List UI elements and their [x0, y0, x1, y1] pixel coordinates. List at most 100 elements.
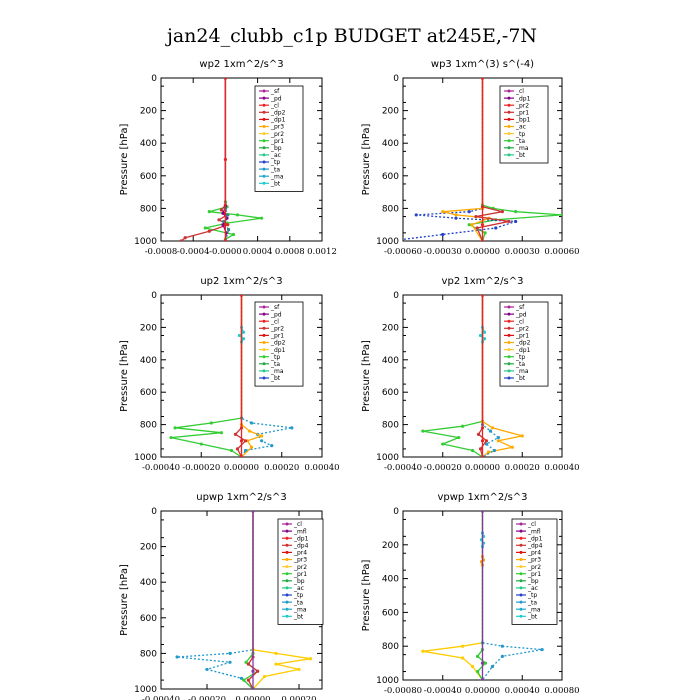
legend-label: _cl	[515, 88, 524, 95]
legend-box	[277, 518, 324, 625]
y-tick-label: 200	[382, 323, 399, 333]
legend-marker	[519, 565, 523, 569]
data-point	[226, 213, 230, 217]
y-tick-label: 400	[382, 575, 399, 585]
data-point	[540, 647, 544, 652]
data-point	[270, 444, 274, 448]
legend-marker	[507, 110, 511, 114]
legend-label: _cl	[515, 318, 524, 325]
data-point	[496, 435, 500, 440]
legend-label: _bt	[270, 375, 281, 382]
data-point	[173, 426, 177, 430]
x-tick-label: -0.00040	[384, 463, 422, 473]
legend-label: _ma	[515, 368, 529, 375]
data-point	[217, 218, 221, 222]
data-point	[500, 644, 504, 648]
legend-marker	[285, 558, 289, 561]
legend-marker	[262, 305, 266, 309]
legend: _sf_pd_cl_dp2_dp1_pr3_pr2_pr1_bp_ac_tp_t…	[254, 85, 304, 192]
data-point	[441, 232, 445, 237]
data-point	[514, 210, 518, 214]
y-tick-label: 1000	[376, 676, 399, 686]
legend-label: _bp	[527, 578, 539, 585]
series-line-tp	[481, 295, 500, 457]
x-tick-label: 0.00000	[224, 463, 259, 473]
plot-frame	[160, 77, 323, 242]
legend-marker	[262, 326, 266, 330]
legend-marker	[519, 550, 523, 554]
y-tick-label: 600	[140, 172, 157, 182]
data-point	[203, 226, 207, 230]
x-tick-label: -0.0000	[209, 247, 242, 257]
legend-box	[254, 301, 304, 387]
legend-label: _ma	[270, 173, 284, 180]
series-group	[179, 78, 264, 241]
legend-label: _ta	[293, 599, 303, 606]
legend-box	[499, 301, 549, 387]
y-tick-label: 800	[382, 421, 399, 431]
legend-marker	[507, 355, 511, 359]
data-point	[467, 223, 471, 227]
legend-label: _tp	[527, 592, 537, 599]
chart-title: up2 1xm^2/s^3	[200, 276, 282, 287]
x-tick-label: 0.00000	[465, 686, 500, 696]
chart-panel-4: vp2 1xm^2/s^3 Pressure [hPa] 0 200 400 600 800…	[361, 276, 580, 473]
x-tick-label: 0.00040	[544, 463, 579, 473]
legend-label: _pr1	[515, 333, 529, 340]
data-point	[500, 210, 504, 214]
legend-label: _ma	[270, 368, 284, 375]
legend-label: _dp1	[270, 117, 286, 124]
y-tick-label: 600	[382, 388, 399, 398]
data-point	[475, 654, 480, 658]
data-point	[480, 661, 485, 665]
legend: _cl_dp1_pr2_pr1_bp1_ac_tp_ta_ma_bt	[499, 85, 549, 164]
legend-marker	[507, 132, 511, 136]
data-point	[229, 448, 234, 453]
legend-marker	[507, 146, 511, 150]
data-point	[480, 295, 485, 297]
x-tick-label: -0.00040	[142, 695, 180, 700]
legend-marker	[507, 369, 511, 373]
legend-label: _ac	[293, 585, 304, 592]
legend-marker	[262, 333, 266, 337]
legend-marker	[262, 341, 266, 344]
x-tick-label: -0.0008	[145, 247, 178, 257]
legend-label: _dp2	[515, 340, 531, 347]
data-point	[474, 214, 478, 219]
legend-marker	[519, 586, 523, 590]
y-tick-label: 1000	[134, 685, 157, 695]
legend-marker	[262, 362, 266, 366]
data-point	[480, 223, 485, 227]
data-point	[175, 655, 179, 659]
data-point	[221, 211, 225, 215]
y-tick-label: 1000	[376, 237, 399, 247]
data-point	[441, 210, 445, 214]
y-tick-label: 200	[140, 107, 157, 117]
legend-marker	[262, 167, 266, 171]
data-point	[223, 223, 227, 227]
legend-label: _pr2	[515, 326, 529, 333]
x-tick-label: -0.00030	[424, 247, 462, 257]
legend-marker	[519, 607, 523, 611]
legend: _cl_mfl_dp1_dp4_pr4_pr3_pr2_pr1_bp_ac_tp…	[511, 518, 558, 625]
data-point	[205, 667, 209, 672]
legend-label: _ac	[270, 152, 281, 159]
legend-label: _ta	[270, 166, 280, 173]
data-point	[483, 661, 488, 665]
data-point	[239, 295, 244, 297]
data-point	[242, 678, 246, 682]
legend-marker	[285, 572, 289, 576]
x-tick-label: 0.0004	[243, 247, 273, 257]
x-tick-label: -0.00040	[142, 463, 180, 473]
legend-marker	[519, 614, 523, 618]
legend-label: _pd	[270, 311, 282, 318]
y-tick-label: 600	[140, 388, 157, 398]
series-line-pr2	[422, 511, 484, 680]
data-point	[249, 421, 254, 425]
data-point	[251, 669, 255, 673]
y-tick-label: 1000	[134, 453, 157, 463]
panels: wp2 1xm^2/s^3 Pressure [hPa] 0 200 400 600 800…	[119, 59, 580, 700]
data-point	[262, 674, 267, 679]
legend-label: _pr3	[270, 124, 284, 131]
legend-marker	[519, 593, 523, 597]
